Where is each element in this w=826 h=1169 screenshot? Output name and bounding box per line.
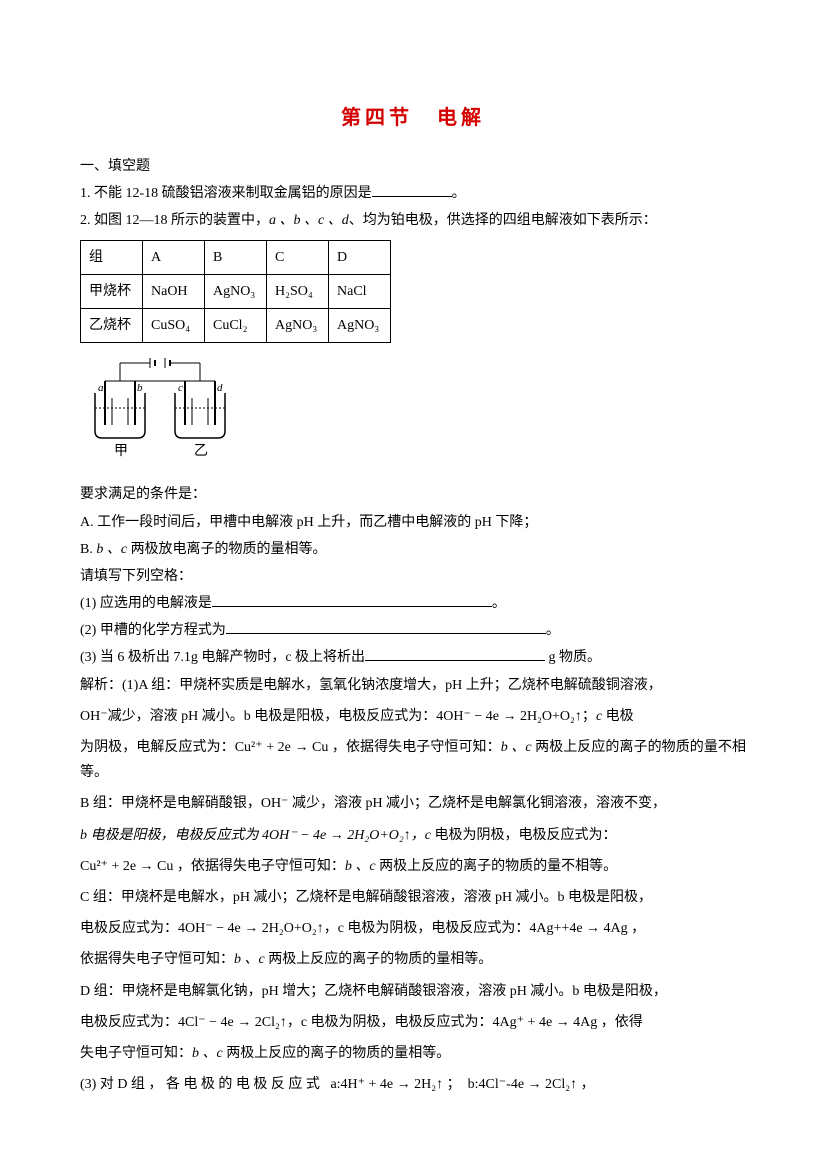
q2-mid: 、均为铂电极，供选择的四组电解液如下表所示： [349, 213, 657, 228]
q2-prefix: 2. 如图 12—18 所示的装置中， [80, 213, 269, 228]
cell: H₂SO₄ [267, 274, 329, 308]
table-header-row: 组 A B C D [81, 240, 391, 274]
fill-2: (2) 甲槽的化学方程式为 。 [80, 618, 746, 643]
ana2-post: 电极 [602, 709, 634, 724]
fill-heading: 请填写下列空格： [80, 564, 746, 589]
cell: NaOH [143, 274, 205, 308]
fill1-post: 。 [492, 596, 506, 611]
analysis-8: 电极反应式为：4OH⁻ − 4e → 2H₂O+O₂↑，c 电极为阴极，电极反应… [80, 916, 746, 941]
analysis-12: 失电子守恒可知：b 、c 两极上反应的离子的物质的量相等。 [80, 1041, 746, 1066]
table-row: 乙烧杯 CuSO₄ CuCl₂ AgNO₃ AgNO₃ [81, 308, 391, 342]
label-jia: 甲 [114, 444, 128, 459]
analysis-6: Cu²⁺ + 2e → Cu ，依据得失电子守恒可知：b 、c 两极上反应的离子… [80, 854, 746, 879]
ana3-bc: b 、c [501, 740, 532, 755]
label-d: d [217, 382, 223, 394]
ana2-pre: OH⁻减少，溶液 pH 减小。b 电极是阳极，电极反应式为：4OH⁻ − 4e … [80, 709, 596, 724]
ana12-bc: b 、c [192, 1046, 223, 1061]
fill2-pre: (2) 甲槽的化学方程式为 [80, 623, 226, 638]
analysis-3: 为阴极，电解反应式为：Cu²⁺ + 2e → Cu ，依据得失电子守恒可知：b … [80, 735, 746, 785]
analysis-7: C 组：甲烧杯是电解水，pH 减小；乙烧杯是电解硝酸银溶液，溶液 pH 减小。b… [80, 885, 746, 910]
electrolyte-table: 组 A B C D 甲烧杯 NaOH AgNO₃ H₂SO₄ NaCl 乙烧杯 … [80, 240, 391, 344]
q1-text: 1. 不能 12-18 硫酸铝溶液来制取金属铝的原因是 [80, 186, 372, 201]
question-1: 1. 不能 12-18 硫酸铝溶液来制取金属铝的原因是 。 [80, 181, 746, 206]
fill-1: (1) 应选用的电解液是 。 [80, 591, 746, 616]
analysis-11: 电极反应式为：4Cl⁻ − 4e → 2Cl₂↑，c 电极为阴极，电极反应式为：… [80, 1010, 746, 1035]
ana13-pre: (3) 对 D 组 ， 各 电 极 的 电 极 反 应 式 [80, 1077, 320, 1092]
table-row: 甲烧杯 NaOH AgNO₃ H₂SO₄ NaCl [81, 274, 391, 308]
th-group: 组 [81, 240, 143, 274]
ana6-post: 两极上反应的离子的物质的量不相等。 [376, 859, 618, 874]
label-yi: 乙 [194, 443, 208, 459]
cell: CuSO₄ [143, 308, 205, 342]
blank-q1 [372, 183, 452, 197]
th-d: D [329, 240, 391, 274]
ana13-a: a:4H⁺ + 4e → 2H₂↑ ； [330, 1077, 460, 1092]
ana12-post: 两极上反应的离子的物质的量相等。 [223, 1046, 451, 1061]
th-a: A [143, 240, 205, 274]
th-b: B [205, 240, 267, 274]
ana13-b: b:4Cl⁻-4e → 2Cl₂↑ ， [468, 1077, 595, 1092]
cond-b-post: 两极放电离子的物质的量相等。 [127, 542, 327, 557]
cond-b-bc: b 、c [96, 542, 127, 557]
cell: CuCl₂ [205, 308, 267, 342]
question-2: 2. 如图 12—18 所示的装置中，a 、b 、c 、d、均为铂电极，供选择的… [80, 208, 746, 233]
ana9-post: 两极上反应的离子的物质的量相等。 [265, 952, 493, 967]
label-a: a [98, 382, 104, 394]
apparatus-diagram: a b c d 甲 乙 [80, 353, 746, 472]
q2-abcd: a 、b 、c 、d [269, 213, 349, 228]
th-c: C [267, 240, 329, 274]
ana6-bc: b 、c [345, 859, 376, 874]
cell: NaCl [329, 274, 391, 308]
ana6-pre: Cu²⁺ + 2e → Cu ，依据得失电子守恒可知： [80, 859, 345, 874]
blank-fill1 [212, 593, 492, 607]
analysis-4: B 组：甲烧杯是电解硝酸银，OH⁻ 减少，溶液 pH 减小；乙烧杯是电解氯化铜溶… [80, 791, 746, 816]
ana3-pre: 为阴极，电解反应式为：Cu²⁺ + 2e → Cu ，依据得失电子守恒可知： [80, 740, 501, 755]
ana5-post: 电极为阴极，电极反应式为： [431, 828, 617, 843]
analysis-9: 依据得失电子守恒可知：b 、c 两极上反应的离子的物质的量相等。 [80, 947, 746, 972]
analysis-1: 解析：(1)A 组：甲烧杯实质是电解水，氢氧化钠浓度增大，pH 上升；乙烧杯电解… [80, 673, 746, 698]
cell: 乙烧杯 [81, 308, 143, 342]
section-heading: 一、填空题 [80, 154, 746, 179]
q1-suffix: 。 [452, 186, 466, 201]
label-b: b [137, 382, 143, 394]
cell: AgNO₃ [205, 274, 267, 308]
blank-fill3 [365, 647, 545, 661]
fill2-post: 。 [546, 623, 560, 638]
conditions-heading: 要求满足的条件是： [80, 482, 746, 507]
analysis-2: OH⁻减少，溶液 pH 减小。b 电极是阳极，电极反应式为：4OH⁻ − 4e … [80, 704, 746, 729]
cond-b-pre: B. [80, 542, 96, 557]
ana12-pre: 失电子守恒可知： [80, 1046, 192, 1061]
analysis-10: D 组：甲烧杯是电解氯化钠，pH 增大；乙烧杯电解硝酸银溶液，溶液 pH 减小。… [80, 979, 746, 1004]
analysis-13: (3) 对 D 组 ， 各 电 极 的 电 极 反 应 式 a:4H⁺ + 4e… [80, 1072, 746, 1097]
fill1-pre: (1) 应选用的电解液是 [80, 596, 212, 611]
cell: AgNO₃ [267, 308, 329, 342]
fill-3: (3) 当 6 极析出 7.1g 电解产物时，c 极上将析出 g 物质。 [80, 645, 746, 670]
ana9-pre: 依据得失电子守恒可知： [80, 952, 234, 967]
ana9-bc: b 、c [234, 952, 265, 967]
label-c: c [178, 382, 183, 394]
condition-b: B. b 、c 两极放电离子的物质的量相等。 [80, 537, 746, 562]
cell: AgNO₃ [329, 308, 391, 342]
condition-a: A. 工作一段时间后，甲槽中电解液 pH 上升，而乙槽中电解液的 pH 下降； [80, 510, 746, 535]
analysis-5: b 电极是阳极，电极反应式为 4OH⁻ − 4e → 2H₂O+O₂↑，c 电极… [80, 823, 746, 848]
ana5-pre: b 电极是阳极，电极反应式为 4OH⁻ − 4e → 2H₂O+O₂↑， [80, 828, 425, 843]
cell: 甲烧杯 [81, 274, 143, 308]
fill3-pre: (3) 当 6 极析出 7.1g 电解产物时，c 极上将析出 [80, 650, 365, 665]
fill3-post: g 物质。 [545, 650, 601, 665]
page-title: 第四节 电解 [80, 100, 746, 136]
blank-fill2 [226, 620, 546, 634]
